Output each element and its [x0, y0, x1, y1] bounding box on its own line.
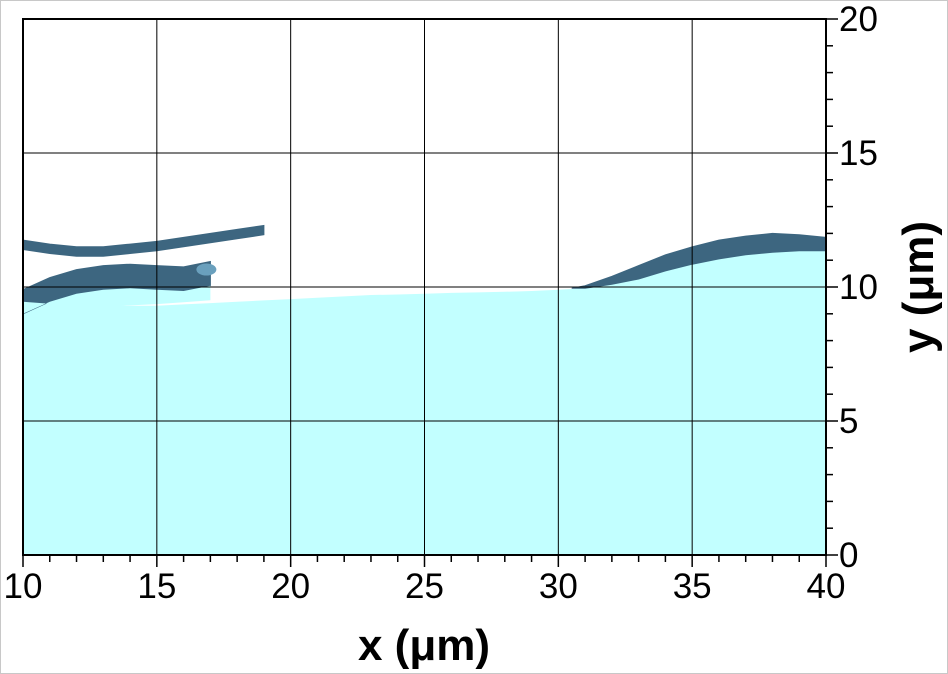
- x-tick-label: 25: [405, 567, 444, 606]
- y-tick-label: 20: [839, 0, 878, 39]
- y-tick-label: 15: [839, 134, 878, 173]
- x-tick-label: 40: [807, 567, 846, 606]
- y-tick-label: 10: [839, 268, 878, 307]
- x-tick-label: 35: [673, 567, 712, 606]
- lower-finger-tip: [196, 263, 217, 276]
- y-tick-label: 5: [839, 402, 858, 441]
- x-tick-label: 15: [137, 567, 176, 606]
- upper-ligament: [23, 224, 265, 257]
- x-axis-title: x (μm): [358, 621, 490, 670]
- y-tick-label: 0: [839, 536, 858, 575]
- lower-finger-liquid: [23, 285, 211, 314]
- wave-crest-sheet: [571, 232, 826, 289]
- x-tick-label: 10: [4, 567, 43, 606]
- x-tick-label: 30: [539, 567, 578, 606]
- y-axis-title: y (μm): [894, 221, 943, 353]
- x-tick-label: 20: [271, 567, 310, 606]
